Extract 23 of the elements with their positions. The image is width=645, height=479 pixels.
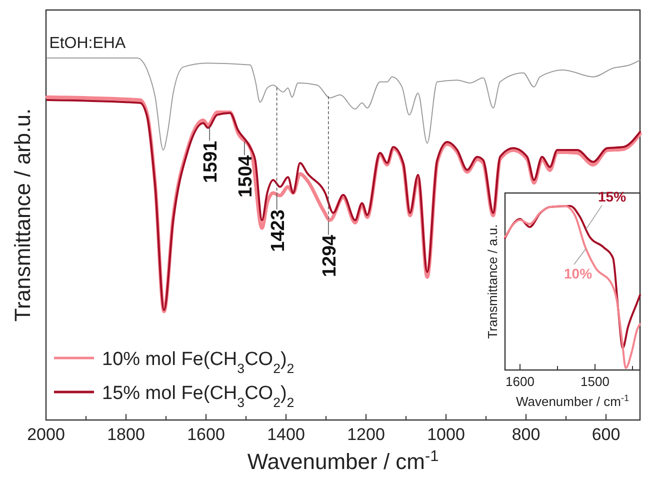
series-label: 10%	[564, 266, 593, 282]
x-tick-label: 1600	[187, 425, 225, 444]
series-label: 15%	[598, 188, 627, 204]
x-tick-label: 1800	[107, 425, 145, 444]
x-tick-label: 800	[512, 425, 540, 444]
legend-label: 15% mol Fe(CH$_{3}$CO$_{2}$)$_{2}$	[102, 383, 294, 410]
x-axis-title: Wavenumber / cm$^{-1}$	[516, 393, 630, 409]
y-axis-title: Transmittance / arb.u.	[10, 108, 35, 322]
legend-label: 10% mol Fe(CH$_{3}$CO$_{2}$)$_{2}$	[102, 349, 294, 376]
series-label: EtOH:EHA	[49, 35, 126, 52]
x-tick-label: 1400	[267, 425, 305, 444]
annotation: 1504	[235, 154, 256, 198]
x-tick-label: 1600	[506, 374, 534, 389]
x-tick-label: 1500	[580, 374, 610, 389]
x-tick-label: 2000	[27, 425, 65, 444]
y-axis-title: Transmittance / a.u.	[485, 224, 500, 339]
x-tick-label: 1000	[427, 425, 465, 444]
x-axis-title: Wavenumber / cm$^{-1}$	[247, 448, 439, 474]
x-tick-label: 600	[592, 425, 620, 444]
annotation: 1423	[268, 210, 289, 252]
annotation: 1294	[319, 234, 340, 278]
annotation: 1591	[200, 140, 222, 184]
x-tick-label: 1200	[347, 425, 385, 444]
